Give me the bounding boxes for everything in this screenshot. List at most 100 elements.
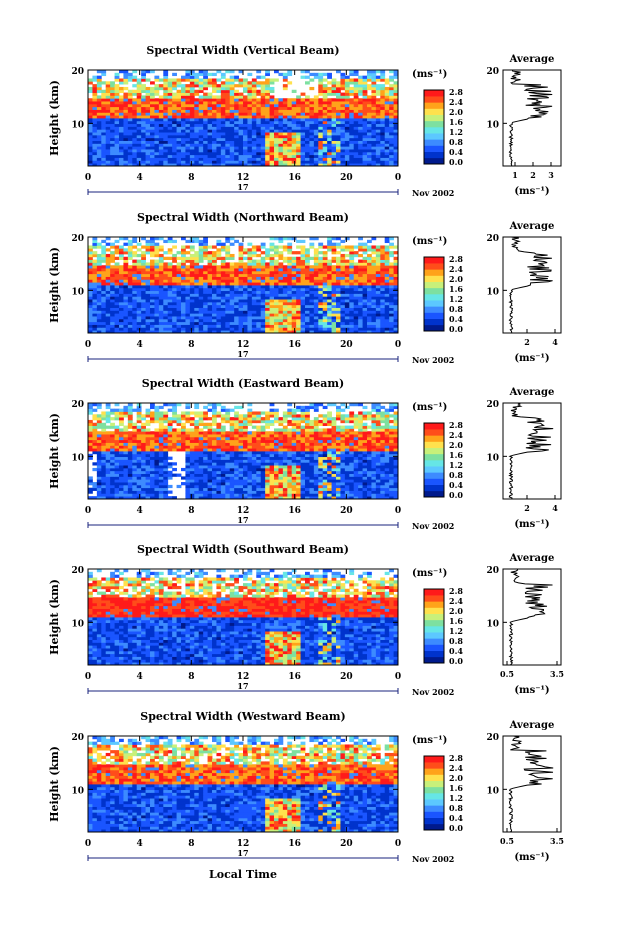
heatmap-cell — [101, 140, 107, 144]
heatmap-cell — [389, 327, 394, 331]
heatmap-cell — [318, 115, 324, 119]
heatmap-cell — [141, 493, 146, 497]
heatmap-cell — [269, 103, 275, 108]
heatmap-cell — [300, 256, 306, 260]
heatmap-cell — [163, 92, 169, 96]
heatmap-cell — [136, 493, 142, 497]
heatmap-cell — [216, 327, 222, 331]
heatmap-cell — [274, 137, 279, 141]
heatmap-cell — [278, 301, 284, 306]
heatmap-cell — [353, 84, 359, 88]
heatmap-cell — [247, 143, 253, 147]
heatmap-cell — [172, 163, 177, 167]
heatmap-cell — [163, 137, 169, 141]
heatmap-cell — [150, 285, 155, 289]
heatmap-cell — [163, 81, 169, 85]
heatmap-cell — [393, 109, 399, 113]
heatmap-cell — [150, 490, 155, 494]
colorbar-swatch — [424, 139, 444, 146]
heatmap-cell — [393, 268, 399, 272]
heatmap-cell — [318, 479, 324, 483]
heatmap-cell — [181, 126, 186, 130]
heatmap-cell — [92, 134, 98, 139]
heatmap-cell — [198, 109, 204, 113]
heatmap-cell — [189, 296, 195, 300]
average-title: Average — [509, 54, 555, 65]
heatmap-cell — [367, 268, 372, 272]
heatmap-cell — [132, 318, 138, 323]
heatmap-cell — [256, 126, 262, 130]
heatmap-cell — [141, 299, 146, 303]
heatmap-cell — [367, 248, 372, 252]
heatmap-cell — [358, 321, 363, 325]
heatmap-cell — [269, 146, 275, 150]
heatmap-cell — [176, 84, 182, 88]
heatmap-cell — [336, 476, 341, 480]
heatmap-cell — [274, 296, 279, 300]
heatmap-cell — [234, 327, 239, 331]
heatmap-cell — [274, 270, 279, 275]
heatmap-cell — [340, 248, 346, 252]
heatmap-cell — [389, 493, 394, 497]
heatmap-cell — [296, 251, 301, 255]
heatmap-cell — [88, 330, 93, 334]
heatmap-cell — [238, 78, 244, 82]
heatmap-cell — [150, 496, 155, 500]
heatmap-cell — [216, 265, 222, 269]
heatmap-cell — [212, 103, 217, 108]
heatmap-cell — [269, 157, 275, 161]
heatmap-cell — [163, 72, 169, 77]
heatmap-cell — [172, 316, 177, 320]
heatmap-cell — [154, 307, 160, 311]
heatmap-cell — [269, 160, 275, 164]
heatmap-cell — [154, 259, 160, 263]
heatmap-cell — [336, 98, 341, 102]
heatmap-cell — [212, 268, 217, 272]
heatmap-cell — [96, 129, 102, 133]
heatmap-cell — [313, 487, 319, 491]
heatmap-cell — [163, 299, 169, 303]
heatmap-cell — [141, 134, 146, 139]
heatmap-cell — [229, 304, 235, 308]
heatmap-cell — [336, 484, 341, 489]
heatmap-cell — [287, 493, 293, 497]
heatmap-cell — [327, 134, 332, 139]
heatmap-cell — [291, 330, 297, 334]
heatmap-cell — [287, 259, 293, 263]
heatmap-cell — [167, 143, 173, 147]
heatmap-cell — [274, 259, 279, 263]
heatmap-cell — [225, 273, 231, 277]
heatmap-cell — [127, 251, 133, 255]
heatmap-cell — [92, 279, 98, 283]
heatmap-cell — [203, 268, 208, 272]
heatmap-cell — [353, 327, 359, 331]
heatmap-cell — [105, 301, 111, 306]
heatmap-cell — [331, 327, 337, 331]
heatmap-cell — [123, 140, 129, 144]
heatmap-cell — [172, 78, 177, 82]
heatmap-cell — [322, 293, 328, 297]
heatmap-cell — [278, 316, 284, 320]
heatmap-cell — [322, 324, 328, 328]
heatmap-cell — [247, 160, 253, 164]
heatmap-cell — [375, 279, 381, 283]
heatmap-cell — [260, 149, 266, 153]
heatmap-cell — [327, 140, 332, 144]
heatmap-cell — [176, 299, 182, 303]
heatmap-cell — [265, 149, 270, 153]
heatmap-cell — [88, 287, 93, 292]
heatmap-cell — [163, 318, 169, 323]
heatmap-cell — [353, 126, 359, 130]
heatmap-cell — [380, 318, 386, 323]
heatmap-cell — [313, 118, 319, 122]
heatmap-cell — [96, 253, 102, 258]
heatmap-cell — [291, 476, 297, 480]
heatmap-cell — [367, 287, 372, 292]
heatmap-cell — [296, 120, 301, 125]
heatmap-cell — [322, 473, 328, 477]
heatmap-cell — [300, 137, 306, 141]
heatmap-cell — [243, 307, 248, 311]
heatmap-cell — [185, 101, 191, 105]
heatmap-cell — [296, 154, 301, 158]
heatmap-cell — [300, 490, 306, 494]
